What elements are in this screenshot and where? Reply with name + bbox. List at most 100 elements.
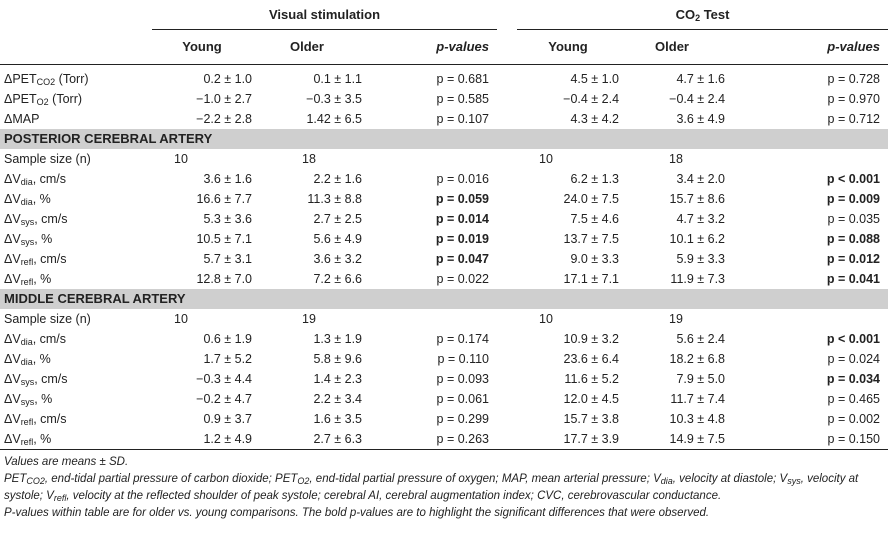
results-table: Visual stimulation CO2 Test Young Older … — [0, 0, 888, 450]
visual-p-value: p = 0.061 — [436, 392, 490, 406]
visual-p-value: p = 0.174 — [436, 332, 490, 346]
row-label: Sample size (n) — [4, 312, 91, 326]
visual-young-value: −2.2 ± 2.8 — [196, 112, 252, 126]
co2-young-value: −0.4 ± 2.4 — [563, 92, 620, 106]
row-label: ΔVdia, % — [4, 352, 51, 367]
header-row-columns: Young Older p-values Young Older p-value… — [0, 30, 888, 65]
visual-young-value: 5.7 ± 3.1 — [203, 252, 252, 266]
co2-older-value: 11.9 ± 7.3 — [670, 272, 726, 286]
co2-p-value: p = 0.009 — [826, 192, 881, 206]
col-young-visual: Young — [182, 39, 222, 54]
co2-p-value: p = 0.024 — [827, 352, 881, 366]
visual-p-value: p = 0.107 — [436, 112, 490, 126]
visual-young-value: 3.6 ± 1.6 — [203, 172, 252, 186]
visual-older-n: 19 — [302, 312, 316, 326]
co2-young-value: 10.9 ± 3.2 — [563, 332, 620, 346]
table-row: ΔVdia, % 16.6 ± 7.7 11.3 ± 8.8 p = 0.059 24.… — [0, 189, 888, 209]
table-row: ΔPETO2 (Torr) −1.0 ± 2.7 −0.3 ± 3.5 p = 0.5… — [0, 89, 888, 109]
note-values: Values are means ± SD. — [4, 456, 129, 468]
row-label: Sample size (n) — [4, 152, 91, 166]
visual-young-n: 10 — [174, 312, 188, 326]
visual-older-n: 18 — [302, 152, 316, 166]
co2-older-value: −0.4 ± 2.4 — [669, 92, 726, 106]
co2-p-value: p = 0.728 — [827, 72, 881, 86]
visual-young-value: 1.7 ± 5.2 — [203, 352, 252, 366]
row-label: ΔVsys, % — [4, 232, 53, 247]
col-older-visual: Older — [290, 39, 324, 54]
co2-p-value: p = 0.465 — [827, 392, 881, 406]
co2-young-value: 6.2 ± 1.3 — [570, 172, 620, 186]
visual-older-value: 2.2 ± 3.4 — [313, 392, 362, 406]
co2-young-value: 4.3 ± 4.2 — [570, 112, 620, 126]
visual-p-value: p = 0.016 — [436, 172, 490, 186]
visual-p-value: p = 0.047 — [435, 252, 490, 266]
co2-p-value: p = 0.041 — [826, 272, 881, 286]
table-row: ΔVdia, cm/s 0.6 ± 1.9 1.3 ± 1.9 p = 0.174 10… — [0, 329, 888, 349]
visual-older-value: 0.1 ± 1.1 — [313, 72, 362, 86]
visual-young-value: 1.2 ± 4.9 — [152, 429, 252, 450]
visual-p-value: p = 0.585 — [436, 92, 490, 106]
visual-older-value: 1.4 ± 2.3 — [313, 372, 362, 386]
visual-young-value: 0.6 ± 1.9 — [203, 332, 252, 346]
visual-young-value: 5.3 ± 3.6 — [203, 212, 252, 226]
co2-older-value: 15.7 ± 8.6 — [669, 192, 726, 206]
visual-young-value: 0.9 ± 3.7 — [203, 412, 252, 426]
visual-p-value: p = 0.093 — [436, 372, 490, 386]
visual-older-value: 1.3 ± 1.9 — [313, 332, 362, 346]
co2-young-n: 10 — [539, 312, 553, 326]
co2-older-value: 5.9 ± 3.3 — [676, 252, 726, 266]
co2-older-n: 18 — [669, 152, 683, 166]
section-middle-cerebral-artery: MIDDLE CEREBRAL ARTERY — [0, 289, 888, 309]
section-title: MIDDLE CEREBRAL ARTERY — [0, 289, 888, 309]
co2-older-value: 5.6 ± 2.4 — [676, 332, 726, 346]
co2-young-value: 15.7 ± 3.8 — [563, 412, 620, 426]
table-row: ΔVrefl, cm/s 5.7 ± 3.1 3.6 ± 3.2 p = 0.047 9… — [0, 249, 888, 269]
visual-older-value: 3.6 ± 3.2 — [313, 252, 362, 266]
visual-p-value: p = 0.299 — [436, 412, 490, 426]
table-row: ΔVdia, cm/s 3.6 ± 1.6 2.2 ± 1.6 p = 0.016 6.… — [0, 169, 888, 189]
co2-test-header: CO2 Test — [517, 0, 888, 30]
visual-young-value: 0.2 ± 1.0 — [203, 72, 252, 86]
co2-older-value: 4.7 ± 3.2 — [676, 212, 726, 226]
row-label: ΔVdia, cm/s — [4, 332, 67, 347]
row-label: ΔVrefl, cm/s — [4, 412, 67, 427]
co2-older-value: 14.9 ± 7.5 — [619, 429, 726, 450]
co2-p-value: p < 0.001 — [826, 172, 881, 186]
visual-young-value: −0.2 ± 4.7 — [196, 392, 252, 406]
co2-p-value: p = 0.970 — [827, 92, 881, 106]
row-label: ΔVsys, % — [4, 392, 53, 407]
visual-young-value: −1.0 ± 2.7 — [196, 92, 252, 106]
visual-older-value: 1.6 ± 3.5 — [313, 412, 362, 426]
row-label: ΔMAP — [4, 112, 40, 126]
row-label: ΔPETO2 (Torr) — [4, 92, 83, 107]
visual-older-value: 7.2 ± 6.6 — [313, 272, 362, 286]
co2-young-value: 9.0 ± 3.3 — [570, 252, 620, 266]
co2-young-value: 23.6 ± 6.4 — [563, 352, 620, 366]
header-row-groups: Visual stimulation CO2 Test — [0, 0, 888, 30]
section-title: POSTERIOR CEREBRAL ARTERY — [0, 129, 888, 149]
sample-size-row: Sample size (n) 10 19 10 19 — [0, 309, 888, 329]
row-label: ΔVsys, cm/s — [4, 212, 68, 227]
co2-p-value: p = 0.035 — [827, 212, 881, 226]
row-label: ΔVsys, cm/s — [4, 372, 68, 387]
visual-p-value: p = 0.019 — [435, 232, 490, 246]
table-body: ΔPETCO2 (Torr) 0.2 ± 1.0 0.1 ± 1.1 p = 0.68… — [0, 65, 888, 450]
table-row: ΔVsys, % −0.2 ± 4.7 2.2 ± 3.4 p = 0.061 12.0… — [0, 389, 888, 409]
visual-young-value: 10.5 ± 7.1 — [196, 232, 252, 246]
co2-young-n: 10 — [539, 152, 553, 166]
table-notes: Values are means ± SD. PETCO2, end-tidal… — [0, 450, 888, 522]
co2-young-value: 4.5 ± 1.0 — [570, 72, 620, 86]
co2-p-value: p = 0.150 — [725, 429, 888, 450]
co2-older-value: 3.4 ± 2.0 — [676, 172, 726, 186]
row-label: ΔVdia, cm/s — [4, 172, 67, 187]
row-label: ΔPETCO2 (Torr) — [4, 72, 89, 87]
note-abbreviations: PETCO2, end-tidal partial pressure of ca… — [4, 473, 859, 503]
co2-p-value: p = 0.002 — [827, 412, 881, 426]
co2-p-value: p < 0.001 — [826, 332, 881, 346]
co2-older-value: 18.2 ± 6.8 — [669, 352, 726, 366]
co2-young-value: 13.7 ± 7.5 — [563, 232, 620, 246]
visual-young-value: 16.6 ± 7.7 — [196, 192, 252, 206]
table-row: ΔVsys, cm/s 5.3 ± 3.6 2.7 ± 2.5 p = 0.014 7.… — [0, 209, 888, 229]
visual-p-value: p = 0.263 — [362, 429, 498, 450]
visual-older-value: −0.3 ± 3.5 — [306, 92, 362, 106]
